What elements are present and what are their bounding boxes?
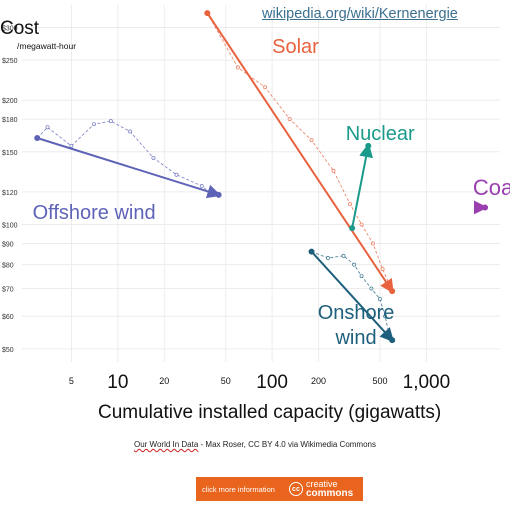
history-point-solar xyxy=(235,65,240,70)
series-coal: Coal xyxy=(473,175,510,215)
history-line-solar xyxy=(206,12,393,292)
series-label-nuclear: Nuclear xyxy=(346,123,415,145)
y-tick-label: $100 xyxy=(2,223,18,230)
source-link[interactable]: wikipedia.org/wiki/Kernenergie xyxy=(262,6,458,22)
y-axis: $300 $250 $200 $180 $150 $120 $100 $90 $80 $70 $60… xyxy=(2,25,18,353)
x-tick-label: 10 xyxy=(107,372,128,393)
history-point-solar xyxy=(287,117,292,122)
history-point-solar xyxy=(348,202,353,207)
trend-arrow-solar xyxy=(206,12,394,294)
history-point-onshore-wind xyxy=(341,253,346,258)
start-point-solar xyxy=(204,10,211,17)
chart-title: Cost xyxy=(0,18,40,39)
history-point-offshore-wind xyxy=(174,172,179,177)
start-point-coal xyxy=(474,204,481,211)
y-tick-label: $50 xyxy=(2,347,14,354)
history-point-solar xyxy=(309,138,314,143)
history-point-onshore-wind xyxy=(325,256,330,260)
attribution-text: - Max Roser, CC BY 4.0 via Wikimedia Com… xyxy=(198,440,376,449)
x-tick-label: 50 xyxy=(221,376,231,386)
grid xyxy=(22,5,500,362)
end-point-solar xyxy=(389,288,396,295)
history-point-offshore-wind xyxy=(108,119,113,124)
trend-arrow-onshore-wind xyxy=(310,250,395,343)
history-point-solar xyxy=(370,241,375,246)
history-point-offshore-wind xyxy=(199,184,204,188)
history-point-onshore-wind xyxy=(383,314,388,319)
history-point-solar xyxy=(331,168,336,173)
end-point-offshore-wind xyxy=(215,191,222,198)
history-point-solar xyxy=(359,222,364,227)
history-point-onshore-wind xyxy=(359,274,364,279)
cc-logo-line1: creative xyxy=(305,479,338,489)
x-axis-label: Cumulative installed capacity (gigawatts… xyxy=(98,402,441,423)
history-point-solar xyxy=(263,85,268,90)
trend-arrow-nuclear xyxy=(351,143,373,229)
history-point-solar xyxy=(380,267,385,272)
series-onshore-wind: Onshore wind xyxy=(308,248,396,349)
x-tick-label: 1,000 xyxy=(403,372,451,393)
y-tick-label: $150 xyxy=(2,150,18,157)
y-tick-label: $120 xyxy=(2,190,18,197)
start-point-nuclear xyxy=(349,225,356,232)
x-tick-label: 100 xyxy=(256,372,288,393)
y-tick-label: $90 xyxy=(2,241,14,248)
start-point-onshore-wind xyxy=(308,248,315,255)
end-point-coal xyxy=(482,204,489,211)
y-tick-label: $250 xyxy=(2,58,18,65)
x-axis: 5 10 20 50 100 200 500 1,000 xyxy=(69,372,450,393)
x-tick-label: 20 xyxy=(159,376,169,386)
x-tick-label: 200 xyxy=(311,376,326,386)
history-point-offshore-wind xyxy=(92,122,96,127)
history-point-offshore-wind xyxy=(69,143,74,148)
attribution-owid[interactable]: Our World In Data xyxy=(133,440,199,449)
attribution: Our World In Data - Max Roser, CC BY 4.0… xyxy=(0,440,510,449)
end-point-nuclear xyxy=(365,142,372,149)
end-point-onshore-wind xyxy=(389,337,396,344)
history-point-onshore-wind xyxy=(369,286,374,291)
history-point-offshore-wind xyxy=(151,155,156,160)
start-point-offshore-wind xyxy=(34,134,41,141)
series-label-offshore-wind: Offshore wind xyxy=(33,202,156,224)
y-tick-label: $180 xyxy=(2,117,18,124)
series-label-onshore-wind: Onshore wind xyxy=(318,302,395,349)
y-tick-label: $200 xyxy=(2,98,18,105)
cc-button-label: click more information xyxy=(202,484,275,494)
series-nuclear: Nuclear xyxy=(346,123,415,232)
history-point-onshore-wind xyxy=(378,297,382,302)
y-tick-label: $80 xyxy=(2,263,14,270)
x-tick-label: 5 xyxy=(69,376,74,386)
y-tick-label: $70 xyxy=(2,287,14,294)
x-tick-label: 500 xyxy=(372,376,387,386)
creative-commons-button[interactable]: click more information cc creative commo… xyxy=(196,477,363,501)
history-point-offshore-wind xyxy=(45,125,50,130)
history-point-offshore-wind xyxy=(128,129,133,134)
cc-logo-line2: commons xyxy=(305,488,354,499)
cc-icon: cc xyxy=(288,482,303,496)
history-point-onshore-wind xyxy=(352,262,357,267)
trend-arrow-offshore-wind xyxy=(36,137,222,199)
y-axis-unit: /megawatt-hour xyxy=(17,41,76,51)
series-solar: Solar xyxy=(204,10,396,295)
creative-commons-logo: cc creative commons xyxy=(288,479,354,499)
series-offshore-wind: Offshore wind xyxy=(33,119,222,224)
y-tick-label: $300 xyxy=(2,25,18,32)
series-label-solar: Solar xyxy=(272,36,319,58)
series-label-coal: Coal xyxy=(473,175,510,200)
y-tick-label: $60 xyxy=(2,314,14,321)
